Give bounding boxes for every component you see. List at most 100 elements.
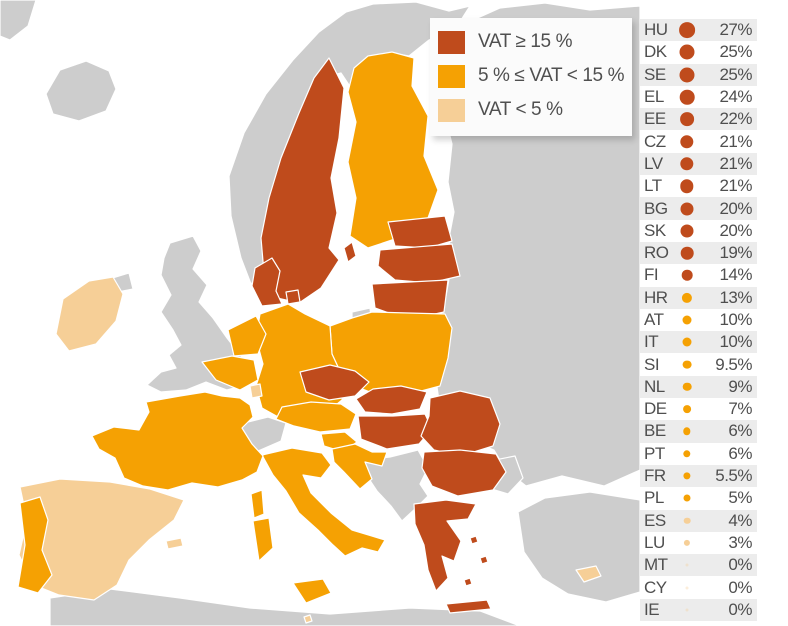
vat-rate-dot	[683, 494, 691, 502]
map-island-gotland	[343, 241, 357, 263]
map-country-luxembourg	[249, 383, 263, 399]
country-code: HR	[644, 287, 668, 307]
landmass-turkey	[517, 491, 640, 603]
vat-rate-value: 21%	[719, 176, 752, 196]
map-country-netherlands	[227, 315, 267, 357]
country-code: BG	[644, 198, 668, 218]
vat-rate-dot	[683, 472, 691, 480]
vat-rate-dot	[682, 315, 692, 325]
legend-label: VAT ≥ 15 %	[478, 31, 573, 52]
vat-rate-value: 9.5%	[715, 354, 752, 374]
vat-rate-dot	[683, 539, 691, 547]
country-code: SE	[644, 64, 666, 84]
vat-rate-value: 13%	[719, 287, 752, 307]
map-country-italy	[261, 447, 386, 557]
vat-rate-value: 0%	[728, 555, 752, 575]
vat-rate-dot	[680, 202, 694, 216]
map-island-mallorca	[165, 537, 184, 550]
vat-list-row-NL: NL 9%	[640, 375, 788, 399]
vat-list-row-AT: AT 10%	[640, 309, 788, 331]
vat-rate-dot	[680, 157, 694, 171]
map-legend: VAT ≥ 15 % 5 % ≤ VAT < 15 % VAT < 5 %	[430, 18, 632, 136]
vat-rate-value: 0%	[728, 577, 752, 597]
vat-list-row-ES: ES 4%	[640, 509, 788, 533]
landmass-iceland	[45, 60, 117, 122]
vat-rate-value: 6%	[728, 421, 752, 441]
vat-rate-value: 19%	[719, 243, 752, 263]
country-code: LV	[644, 153, 663, 173]
country-code: EE	[644, 109, 666, 129]
map-island-crete	[445, 599, 492, 614]
map-country-croatia	[331, 443, 388, 490]
map-country-latvia	[377, 243, 461, 284]
vat-list-row-SE: SE 25%	[640, 63, 788, 87]
vat-rate-dot	[682, 360, 692, 369]
country-code: LT	[644, 176, 662, 196]
map-country-hungary	[357, 413, 433, 450]
vat-list-row-FI: FI 14%	[640, 264, 788, 286]
country-code: CY	[644, 577, 667, 597]
map-island-aegean-2	[479, 555, 489, 565]
vat-list-row-SI: SI 9.5%	[640, 353, 788, 375]
country-code: BE	[644, 421, 666, 441]
map-country-belgium	[201, 355, 259, 391]
map-country-slovakia	[355, 385, 428, 415]
map-country-estonia	[387, 215, 453, 249]
country-code: AT	[644, 310, 664, 329]
vat-rate-dot	[679, 89, 695, 105]
vat-list-row-FR: FR 5.5%	[640, 464, 788, 488]
country-code: ES	[644, 510, 666, 530]
vat-rate-dot	[683, 427, 691, 436]
vat-list-row-IE: IE 0%	[640, 598, 788, 622]
vat-rate-value: 0%	[728, 599, 752, 619]
vat-rate-dot	[680, 112, 694, 127]
vat-rate-value: 22%	[719, 109, 752, 129]
vat-rate-value: 6%	[728, 443, 752, 463]
map-island-aegean-1	[469, 535, 479, 545]
vat-list-row-CZ: CZ 21%	[640, 130, 788, 152]
country-code: HU	[644, 20, 668, 40]
country-code: FR	[644, 466, 666, 486]
map-country-malta	[303, 614, 313, 624]
legend-item-high: VAT ≥ 15 %	[438, 25, 624, 59]
vat-rate-dot	[685, 563, 689, 567]
vat-rate-value: 21%	[719, 131, 752, 151]
map-country-bulgaria	[421, 449, 507, 497]
vat-list-row-PL: PL 5%	[640, 487, 788, 509]
vat-rate-dot	[682, 337, 692, 347]
vat-rate-dot	[680, 134, 694, 149]
legend-swatch-mid	[438, 64, 465, 88]
vat-country-list: HU 27% DK 25% SE 25% EL 24% EE 22% CZ 21% LV 21% LT 21%…	[640, 19, 788, 622]
vat-list-row-LT: LT 21%	[640, 175, 788, 197]
map-country-sweden	[260, 57, 345, 304]
country-code: NL	[644, 376, 665, 396]
vat-list-row-HU: HU 27%	[640, 19, 788, 42]
map-country-denmark	[251, 257, 283, 307]
map-island-sardinia	[252, 517, 274, 562]
vat-rate-value: 27%	[719, 20, 752, 40]
vat-list-row-MT: MT 0%	[640, 554, 788, 577]
country-code: IE	[644, 599, 660, 619]
vat-rate-value: 21%	[719, 153, 752, 173]
vat-rate-value: 7%	[728, 399, 752, 419]
country-code: EL	[644, 87, 664, 107]
vat-rate-value: 5.5%	[715, 466, 752, 486]
country-code: PL	[644, 488, 664, 508]
vat-list-row-BG: BG 20%	[640, 197, 788, 220]
country-code: RO	[644, 243, 669, 263]
country-code: FI	[644, 265, 659, 285]
map-country-romania	[420, 390, 501, 457]
country-code: SK	[644, 220, 666, 240]
country-code: DE	[644, 399, 667, 419]
vat-rate-dot	[683, 517, 691, 524]
map-island-aegean-3	[463, 577, 473, 587]
vat-rate-value: 14%	[719, 265, 752, 285]
country-code: IT	[644, 332, 659, 352]
vat-list-row-CY: CY 0%	[640, 576, 788, 598]
vat-rate-value: 25%	[719, 64, 752, 84]
vat-rate-dot	[681, 270, 693, 281]
vat-rate-value: 3%	[728, 532, 752, 552]
vat-list-row-HR: HR 13%	[640, 286, 788, 310]
vat-list-row-RO: RO 19%	[640, 241, 788, 265]
vat-list-row-IT: IT 10%	[640, 331, 788, 354]
